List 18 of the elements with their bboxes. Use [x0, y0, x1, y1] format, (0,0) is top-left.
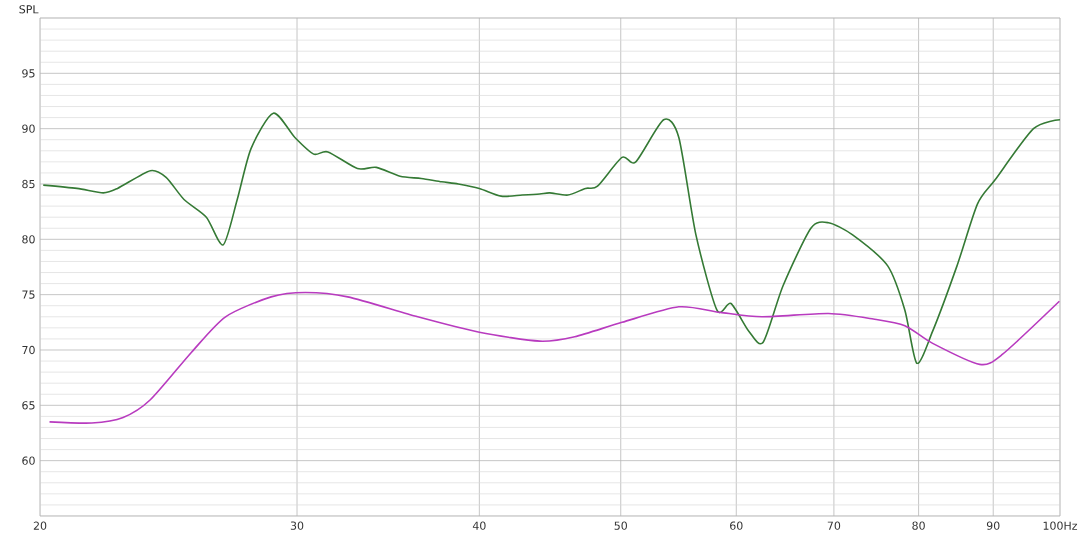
- y-tick-label: 60: [22, 456, 35, 465]
- y-tick-label: 95: [22, 69, 35, 78]
- x-tick-label: 30: [290, 521, 304, 530]
- x-tick-label: 100Hz: [1043, 521, 1078, 530]
- y-tick-label: 85: [22, 179, 35, 189]
- x-tick-label: 60: [730, 521, 743, 530]
- y-tick-label: 90: [22, 124, 35, 133]
- y-tick-label: 65: [22, 401, 35, 410]
- y-axis-title: SPL: [19, 5, 39, 14]
- x-tick-label: 20: [33, 521, 47, 530]
- x-tick-label: 40: [472, 521, 486, 530]
- y-tick-label: 80: [22, 235, 35, 244]
- x-tick-label: 80: [912, 521, 925, 530]
- x-tick-label: 70: [827, 521, 841, 530]
- y-tick-label: 70: [22, 345, 35, 355]
- x-tick-label: 90: [986, 521, 1000, 530]
- y-tick-label: 75: [22, 290, 35, 299]
- x-tick-label: 50: [614, 521, 627, 530]
